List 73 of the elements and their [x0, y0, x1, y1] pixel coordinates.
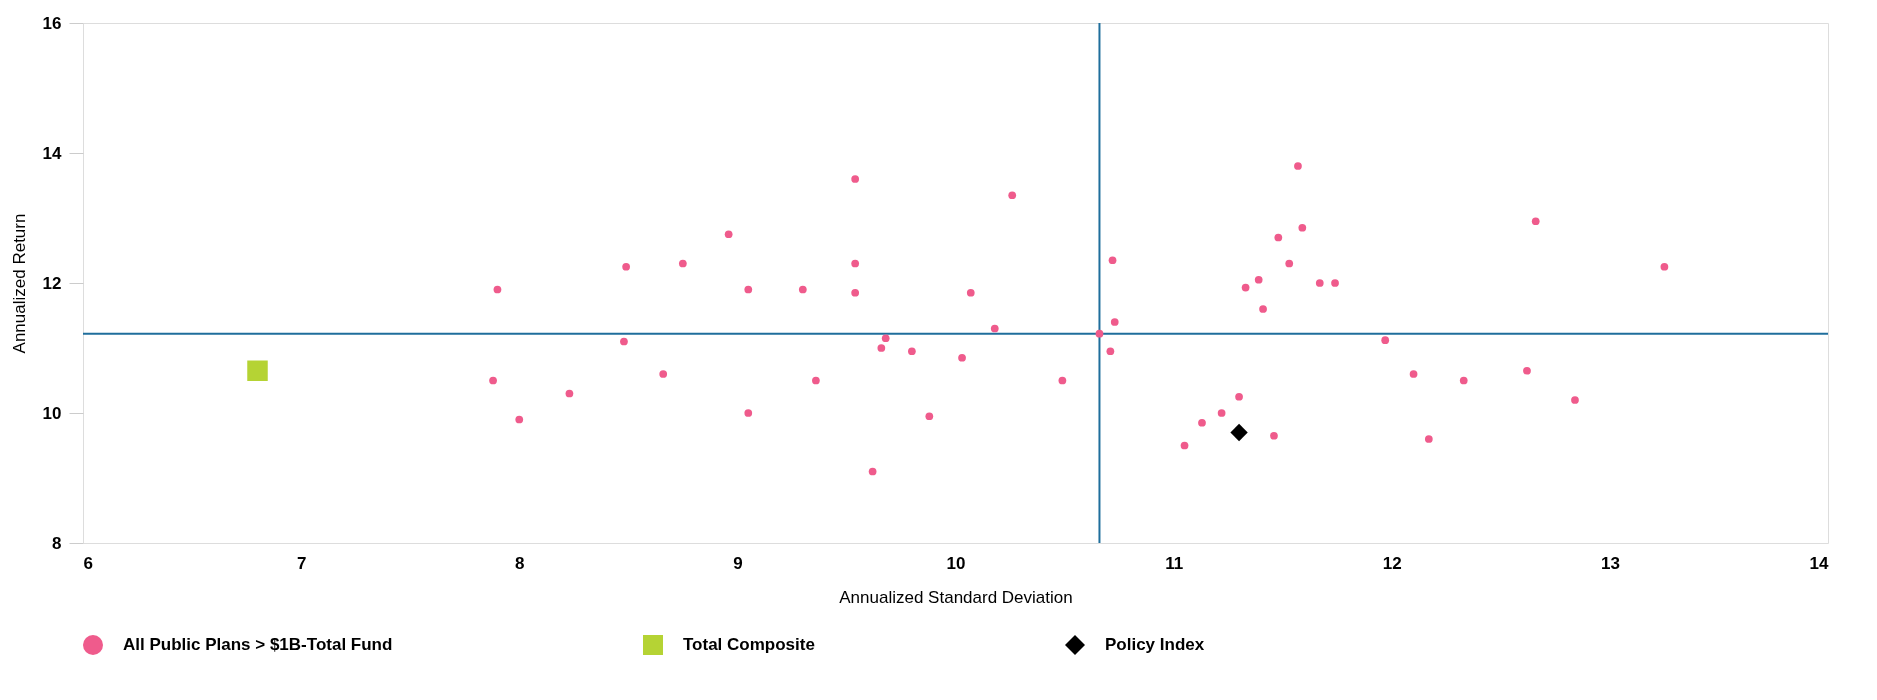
point	[798, 285, 807, 294]
point	[1217, 409, 1226, 417]
point	[1571, 396, 1579, 404]
point	[1230, 423, 1248, 442]
x-tick-label: 8	[515, 553, 525, 573]
y-axis-title: Annualized Return	[9, 213, 29, 354]
y-tick-label: 10	[42, 403, 62, 423]
point	[1294, 162, 1302, 170]
point	[851, 288, 860, 297]
point	[877, 344, 886, 352]
point	[1531, 217, 1540, 226]
point	[724, 230, 733, 239]
legend-label: Policy Index	[1105, 635, 1205, 654]
point	[489, 376, 497, 385]
point	[247, 360, 268, 381]
point	[1315, 279, 1324, 287]
x-tick-label: 12	[1382, 553, 1402, 573]
y-tick-label: 16	[42, 13, 62, 33]
point	[1381, 336, 1390, 345]
point	[1523, 366, 1531, 375]
point	[1285, 259, 1294, 268]
y-tick-label: 14	[42, 143, 63, 163]
x-tick-label: 10	[946, 553, 966, 573]
point	[659, 370, 668, 378]
point	[1008, 191, 1017, 200]
point	[966, 288, 975, 297]
x-axis-title: Annualized Standard Deviation	[839, 587, 1073, 607]
y-tick-label: 12	[42, 273, 62, 293]
point	[1409, 370, 1418, 378]
point	[744, 409, 753, 417]
point	[908, 347, 916, 356]
point	[493, 285, 502, 294]
point	[1110, 318, 1119, 326]
point	[678, 259, 687, 268]
point	[1180, 441, 1189, 450]
x-tick-label: 7	[296, 553, 307, 573]
legend-label: Total Composite	[683, 635, 815, 654]
point	[1424, 435, 1433, 443]
point	[620, 337, 628, 346]
point	[868, 467, 877, 476]
point	[851, 175, 860, 183]
x-tick-label: 14	[1809, 553, 1830, 573]
x-tick-label: 9	[733, 553, 743, 573]
point	[1270, 431, 1278, 440]
point	[1108, 256, 1117, 265]
point	[1274, 233, 1283, 242]
point	[565, 389, 574, 398]
x-tick-label: 13	[1600, 553, 1620, 573]
point	[990, 324, 999, 333]
point	[1298, 223, 1307, 232]
point	[1254, 275, 1263, 284]
legend-label: All Public Plans > $1B-Total Fund	[123, 635, 393, 654]
point	[1058, 376, 1067, 385]
point	[744, 285, 753, 294]
point	[1259, 305, 1267, 313]
point	[1459, 376, 1468, 385]
point	[1660, 262, 1669, 271]
x-tick-label: 6	[83, 553, 93, 573]
point	[925, 412, 934, 421]
y-tick-label: 8	[52, 533, 62, 553]
point	[1198, 418, 1206, 427]
point	[622, 262, 630, 271]
point	[958, 353, 966, 362]
x-tick-label: 11	[1165, 553, 1184, 573]
point	[515, 415, 524, 424]
point	[1106, 347, 1115, 356]
point	[1235, 392, 1243, 401]
point	[851, 259, 860, 268]
point	[1241, 283, 1250, 292]
point	[1331, 279, 1339, 287]
point	[812, 376, 820, 385]
point	[881, 334, 890, 343]
point	[1095, 329, 1104, 338]
